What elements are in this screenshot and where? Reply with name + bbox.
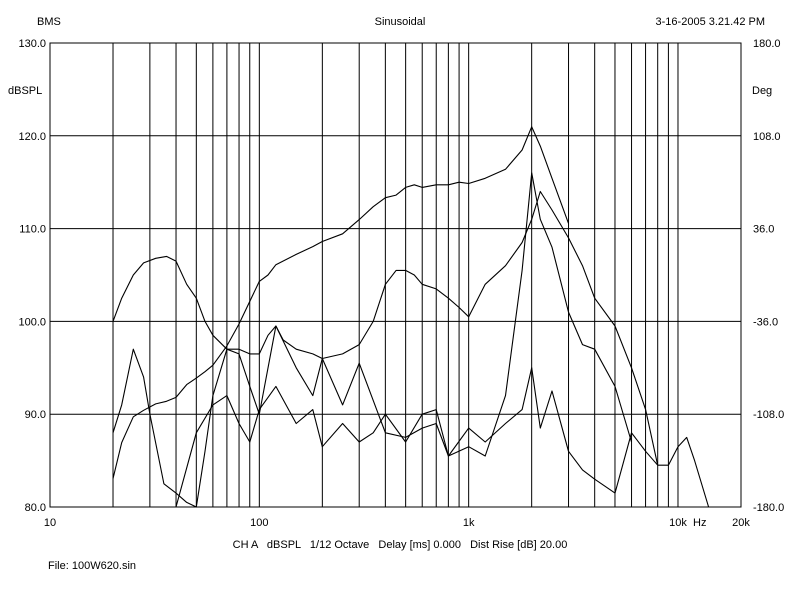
y-left-tick-label: 90.0 [25, 409, 46, 421]
x-tick-label: 1k [463, 517, 475, 529]
series-line-second-harmonic [112, 172, 633, 508]
header-timestamp: 3-16-2005 3.21.42 PM [656, 16, 765, 28]
y-right-axis-label: Deg [752, 85, 772, 97]
series-line-phase [112, 126, 570, 479]
y-right-tick-label: -36.0 [753, 316, 778, 328]
series-group [112, 126, 710, 508]
grid [50, 42, 742, 508]
y-left-tick-label: 120.0 [18, 131, 46, 143]
series-line-third-harmonic [113, 367, 710, 508]
y-right-tick-label: 36.0 [753, 224, 774, 236]
tick-labels: 80.0 90.0 100.0 110.0 120.0 130.0 -180.0 -108.0… [18, 38, 784, 529]
y-left-axis-label: dBSPL [8, 85, 42, 97]
header-measurement-type: Sinusoidal [375, 16, 426, 28]
x-axis-unit-label: Hz [693, 517, 706, 529]
x-tick-label: 10k [669, 517, 687, 529]
x-tick-label: 10 [44, 517, 56, 529]
y-left-tick-label: 110.0 [19, 224, 46, 236]
y-right-tick-label: 108.0 [753, 131, 781, 143]
measurement-settings: CH A dBSPL 1/12 Octave Delay [ms] 0.000 … [233, 539, 568, 551]
y-left-tick-label: 100.0 [18, 316, 46, 328]
y-left-tick-label: 130.0 [18, 38, 46, 50]
y-right-tick-label: 180.0 [753, 38, 781, 50]
series-line-spl-response [112, 190, 659, 466]
x-tick-label: 100 [250, 517, 268, 529]
y-right-tick-label: -108.0 [753, 409, 784, 421]
plot-frame [49, 42, 742, 508]
x-tick-label: 20k [732, 517, 750, 529]
header-app-name: BMS [37, 16, 61, 28]
y-right-tick-label: -180.0 [753, 502, 784, 514]
file-name: File: 100W620.sin [48, 560, 136, 572]
y-left-tick-label: 80.0 [25, 502, 46, 514]
